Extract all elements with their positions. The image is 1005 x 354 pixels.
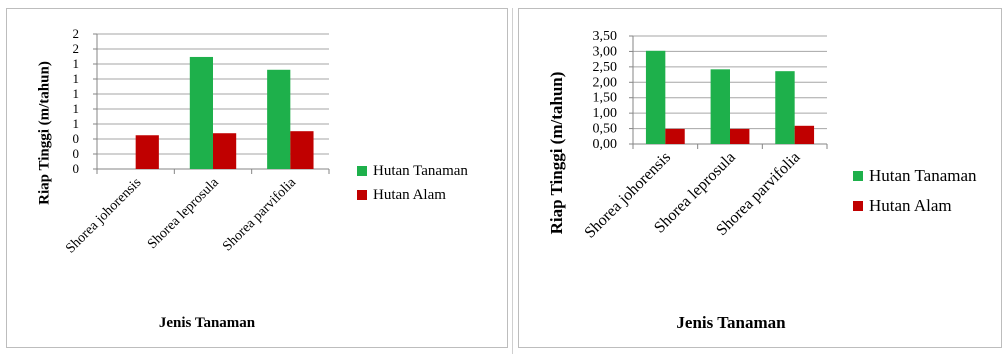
y-tick-label: 1 [73,86,80,101]
x-category-label: Shorea parvifolia [220,175,300,255]
y-tick-label: 3,00 [593,44,618,59]
bar-hutan-tanaman [267,69,291,169]
bar-hutan-alam [730,128,750,144]
legend-label: Hutan Tanaman [869,166,977,185]
y-tick-label: 2,50 [593,60,618,75]
y-tick-label: 1,50 [593,91,618,106]
legend-item-hutan-tanaman: Hutan Tanaman [357,159,468,183]
legend: Hutan Tanaman Hutan Alam [357,159,468,207]
bar-hutan-alam [135,135,159,169]
legend-swatch-hutan-alam [853,201,863,211]
y-tick-label: 1,00 [593,106,618,121]
legend-swatch-hutan-tanaman [357,166,367,176]
legend-swatch-hutan-alam [357,190,367,200]
x-axis-label: Jenis Tanaman [158,315,256,331]
y-tick-label: 0 [73,146,80,161]
y-tick-label: 1 [73,71,80,86]
y-axis-label: Riap Tinggi (m/tahun) [36,61,53,205]
y-tick-label: 2 [73,26,80,41]
chart-panel-left: 0 0 0 1 1 1 1 1 2 2 Shorea johorensis Shorea lepros… [6,8,508,348]
y-tick-label: 2 [73,41,80,56]
bar-hutan-tanaman [645,50,666,144]
bar-hutan-alam [213,133,237,169]
legend-item-hutan-alam: Hutan Alam [853,191,977,221]
y-tick-label: 0 [73,131,80,146]
bar-hutan-alam [794,125,815,144]
y-tick-label: 0,50 [593,122,618,137]
legend: Hutan Tanaman Hutan Alam [853,161,977,221]
bar-hutan-tanaman [189,56,213,170]
y-tick-label: 2,00 [593,75,618,90]
x-axis-label: Jenis Tanaman [676,313,786,332]
bar-hutan-tanaman [710,69,730,144]
legend-label: Hutan Tanaman [373,162,468,179]
y-tick-label: 0 [73,161,80,176]
legend-label: Hutan Alam [373,186,446,203]
panel-divider [512,8,513,354]
legend-item-hutan-alam: Hutan Alam [357,183,468,207]
bar-hutan-alam [665,128,685,144]
x-category-label: Shorea leprosula [145,175,222,252]
y-tick-label: 0,00 [593,137,618,152]
y-axis-label: Riap Tinggi (m/tahun) [547,71,566,235]
legend-swatch-hutan-tanaman [853,171,863,181]
chart-panel-right: 0,00 0,50 1,00 1,50 2,00 2,50 3,00 3,50 Shorea j… [518,8,1002,348]
y-tick-label: 1 [73,56,80,71]
legend-label: Hutan Alam [869,196,952,215]
legend-item-hutan-tanaman: Hutan Tanaman [853,161,977,191]
x-category-label: Shorea johorensis [63,175,144,256]
y-tick-label: 1 [73,116,80,131]
y-tick-label: 3,50 [593,29,618,44]
bar-hutan-tanaman [775,71,795,144]
y-tick-label: 1 [73,101,80,116]
bar-hutan-alam [290,131,314,169]
